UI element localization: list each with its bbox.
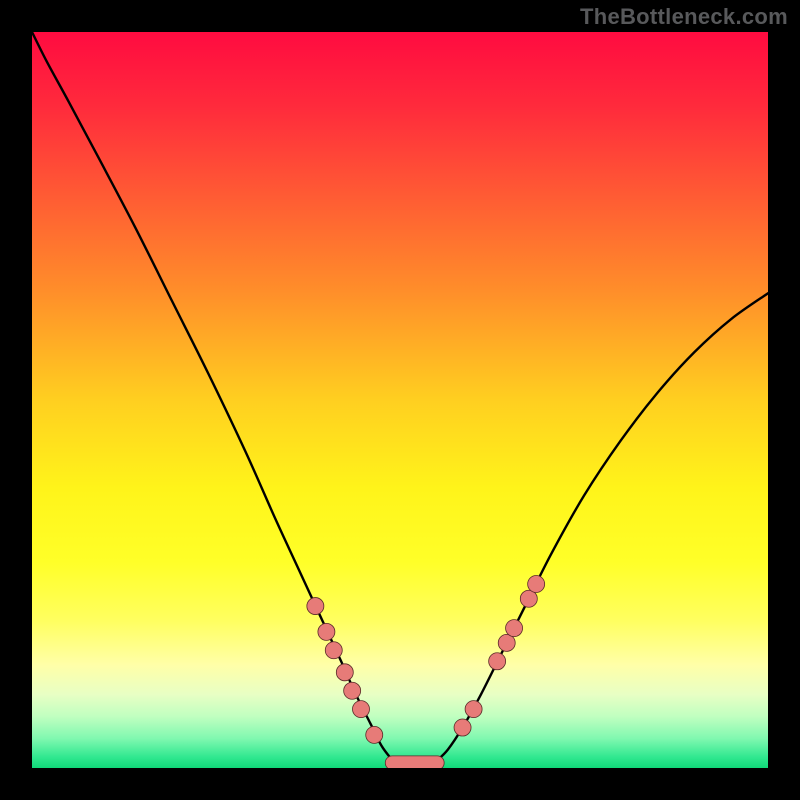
data-marker: [489, 653, 506, 670]
data-marker: [506, 620, 523, 637]
data-marker: [336, 664, 353, 681]
data-marker: [352, 701, 369, 718]
data-marker: [318, 623, 335, 640]
data-marker: [325, 642, 342, 659]
bottleneck-curve-chart: [0, 0, 800, 800]
data-marker: [307, 598, 324, 615]
data-marker: [528, 576, 545, 593]
gradient-background: [32, 32, 768, 768]
data-marker: [366, 726, 383, 743]
data-marker: [344, 682, 361, 699]
chart-container: TheBottleneck.com: [0, 0, 800, 800]
plot-area: [32, 32, 768, 770]
data-marker: [465, 701, 482, 718]
data-marker: [454, 719, 471, 736]
floor-bar: [385, 756, 444, 770]
